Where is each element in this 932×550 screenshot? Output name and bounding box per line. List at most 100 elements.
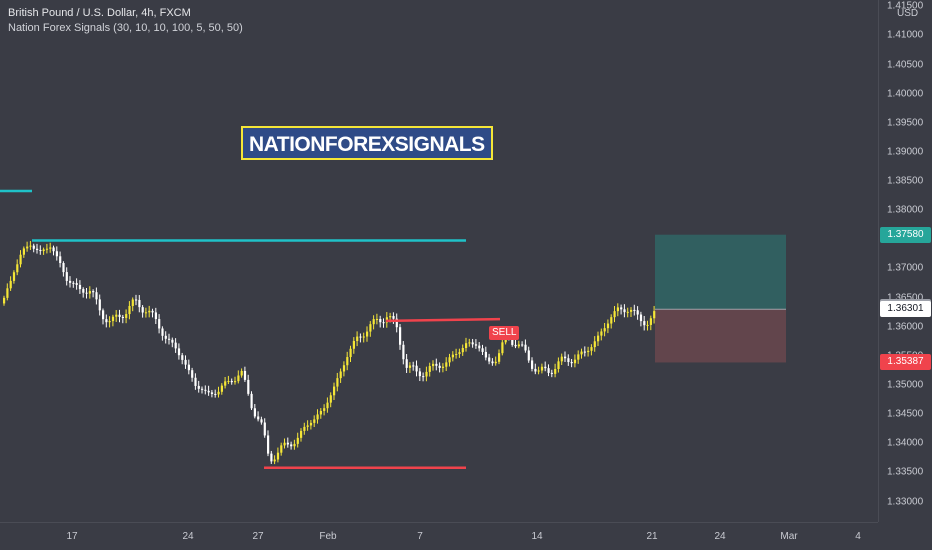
candle-body <box>630 309 633 312</box>
candle-body <box>636 310 639 315</box>
candle-body <box>527 350 530 361</box>
time-tick: 27 <box>252 531 264 542</box>
candle-body <box>69 280 72 283</box>
candle-body <box>207 390 210 393</box>
candle-body <box>65 272 68 281</box>
price-tick: 1.41000 <box>887 29 924 41</box>
price-axis[interactable]: USD 1.41500 1.41000 1.40500 1.40000 1.39500 1… <box>878 0 932 522</box>
stop-zone <box>655 309 786 363</box>
candle-body <box>300 430 303 438</box>
price-tick: 1.40500 <box>887 59 924 71</box>
time-tick: Feb <box>319 531 337 542</box>
candle-body <box>158 319 161 329</box>
candle-body <box>580 351 583 355</box>
candle-body <box>336 378 339 387</box>
candle-body <box>339 371 342 379</box>
candle-body <box>610 317 613 324</box>
candle-body <box>296 437 299 444</box>
price-tick: 1.35000 <box>887 379 924 391</box>
candle-body <box>273 459 276 462</box>
candle-body <box>643 321 646 326</box>
candle-body <box>478 345 481 349</box>
candle-body <box>85 292 88 294</box>
candle-body <box>573 359 577 364</box>
candle-body <box>42 249 45 252</box>
chart-area[interactable]: British Pound / U.S. Dollar, 4h, FXCM Na… <box>0 0 878 522</box>
candle-body <box>570 362 573 364</box>
candle-body <box>590 347 593 351</box>
candle-body <box>217 391 220 395</box>
candle-body <box>626 311 629 313</box>
candle-body <box>144 312 148 314</box>
candle-body <box>16 264 19 273</box>
candle-body <box>531 360 534 369</box>
candle-body <box>488 357 491 362</box>
candle-body <box>445 362 448 367</box>
candle-body <box>250 393 253 409</box>
candle-body <box>465 343 468 349</box>
price-tick: 1.33000 <box>887 496 924 507</box>
price-tick: 1.36000 <box>887 321 924 333</box>
sell-line <box>385 317 501 323</box>
candle-body <box>474 344 478 346</box>
candle-body <box>247 379 250 394</box>
candle-body <box>524 344 527 351</box>
candle-body <box>425 371 428 377</box>
candle-body <box>45 248 49 250</box>
candle-body <box>326 402 329 409</box>
candle-body <box>597 335 600 342</box>
candle-body <box>491 361 494 364</box>
candle-body <box>253 408 256 417</box>
candle-body <box>649 318 652 325</box>
candle-body <box>646 324 649 326</box>
time-tick: 17 <box>66 531 78 542</box>
candle-body <box>197 385 200 389</box>
candle-body <box>3 297 6 304</box>
candle-body <box>12 272 16 281</box>
candle-body <box>29 245 32 247</box>
candle-body <box>201 388 204 390</box>
candle-body <box>168 338 171 340</box>
candle-body <box>366 331 369 337</box>
candle-body <box>276 452 280 460</box>
candle-body <box>240 370 243 376</box>
candle-body <box>270 453 273 462</box>
candle-body <box>105 319 108 323</box>
candle-body <box>342 365 346 372</box>
candle-body <box>309 422 313 426</box>
candle-body <box>352 341 355 349</box>
candle-body <box>333 386 336 396</box>
candle-body <box>138 299 141 308</box>
candle-body <box>230 380 233 383</box>
candle-body <box>356 336 359 342</box>
candle-body <box>623 309 626 313</box>
candle-body <box>108 321 111 323</box>
candle-body <box>399 327 402 345</box>
candle-body <box>633 309 636 311</box>
target-zone <box>655 234 786 310</box>
price-tick: 1.40000 <box>887 88 924 100</box>
candle-body <box>174 342 177 349</box>
candle-body <box>481 348 484 352</box>
candle-body <box>471 342 474 345</box>
candle-body <box>494 361 497 364</box>
candle-body <box>550 372 553 374</box>
price-chart[interactable] <box>0 0 878 522</box>
candle-body <box>441 366 445 368</box>
candle-body <box>316 414 319 420</box>
candle-body <box>567 358 570 363</box>
candle-body <box>26 246 29 249</box>
candle-body <box>521 344 524 346</box>
time-axis[interactable]: 17 24 27 Feb 7 14 21 24 Mar 4 <box>0 522 878 550</box>
sell-signal-label: SELL <box>489 326 520 340</box>
candle-body <box>329 395 332 403</box>
candle-body <box>194 377 197 386</box>
candle-body <box>32 245 35 249</box>
time-tick: 4 <box>855 531 861 542</box>
time-tick: Mar <box>780 531 798 542</box>
candle-body <box>49 247 52 249</box>
candle-body <box>468 342 471 344</box>
candle-body <box>577 354 580 360</box>
candle-body <box>613 311 616 318</box>
candle-body <box>389 316 392 318</box>
